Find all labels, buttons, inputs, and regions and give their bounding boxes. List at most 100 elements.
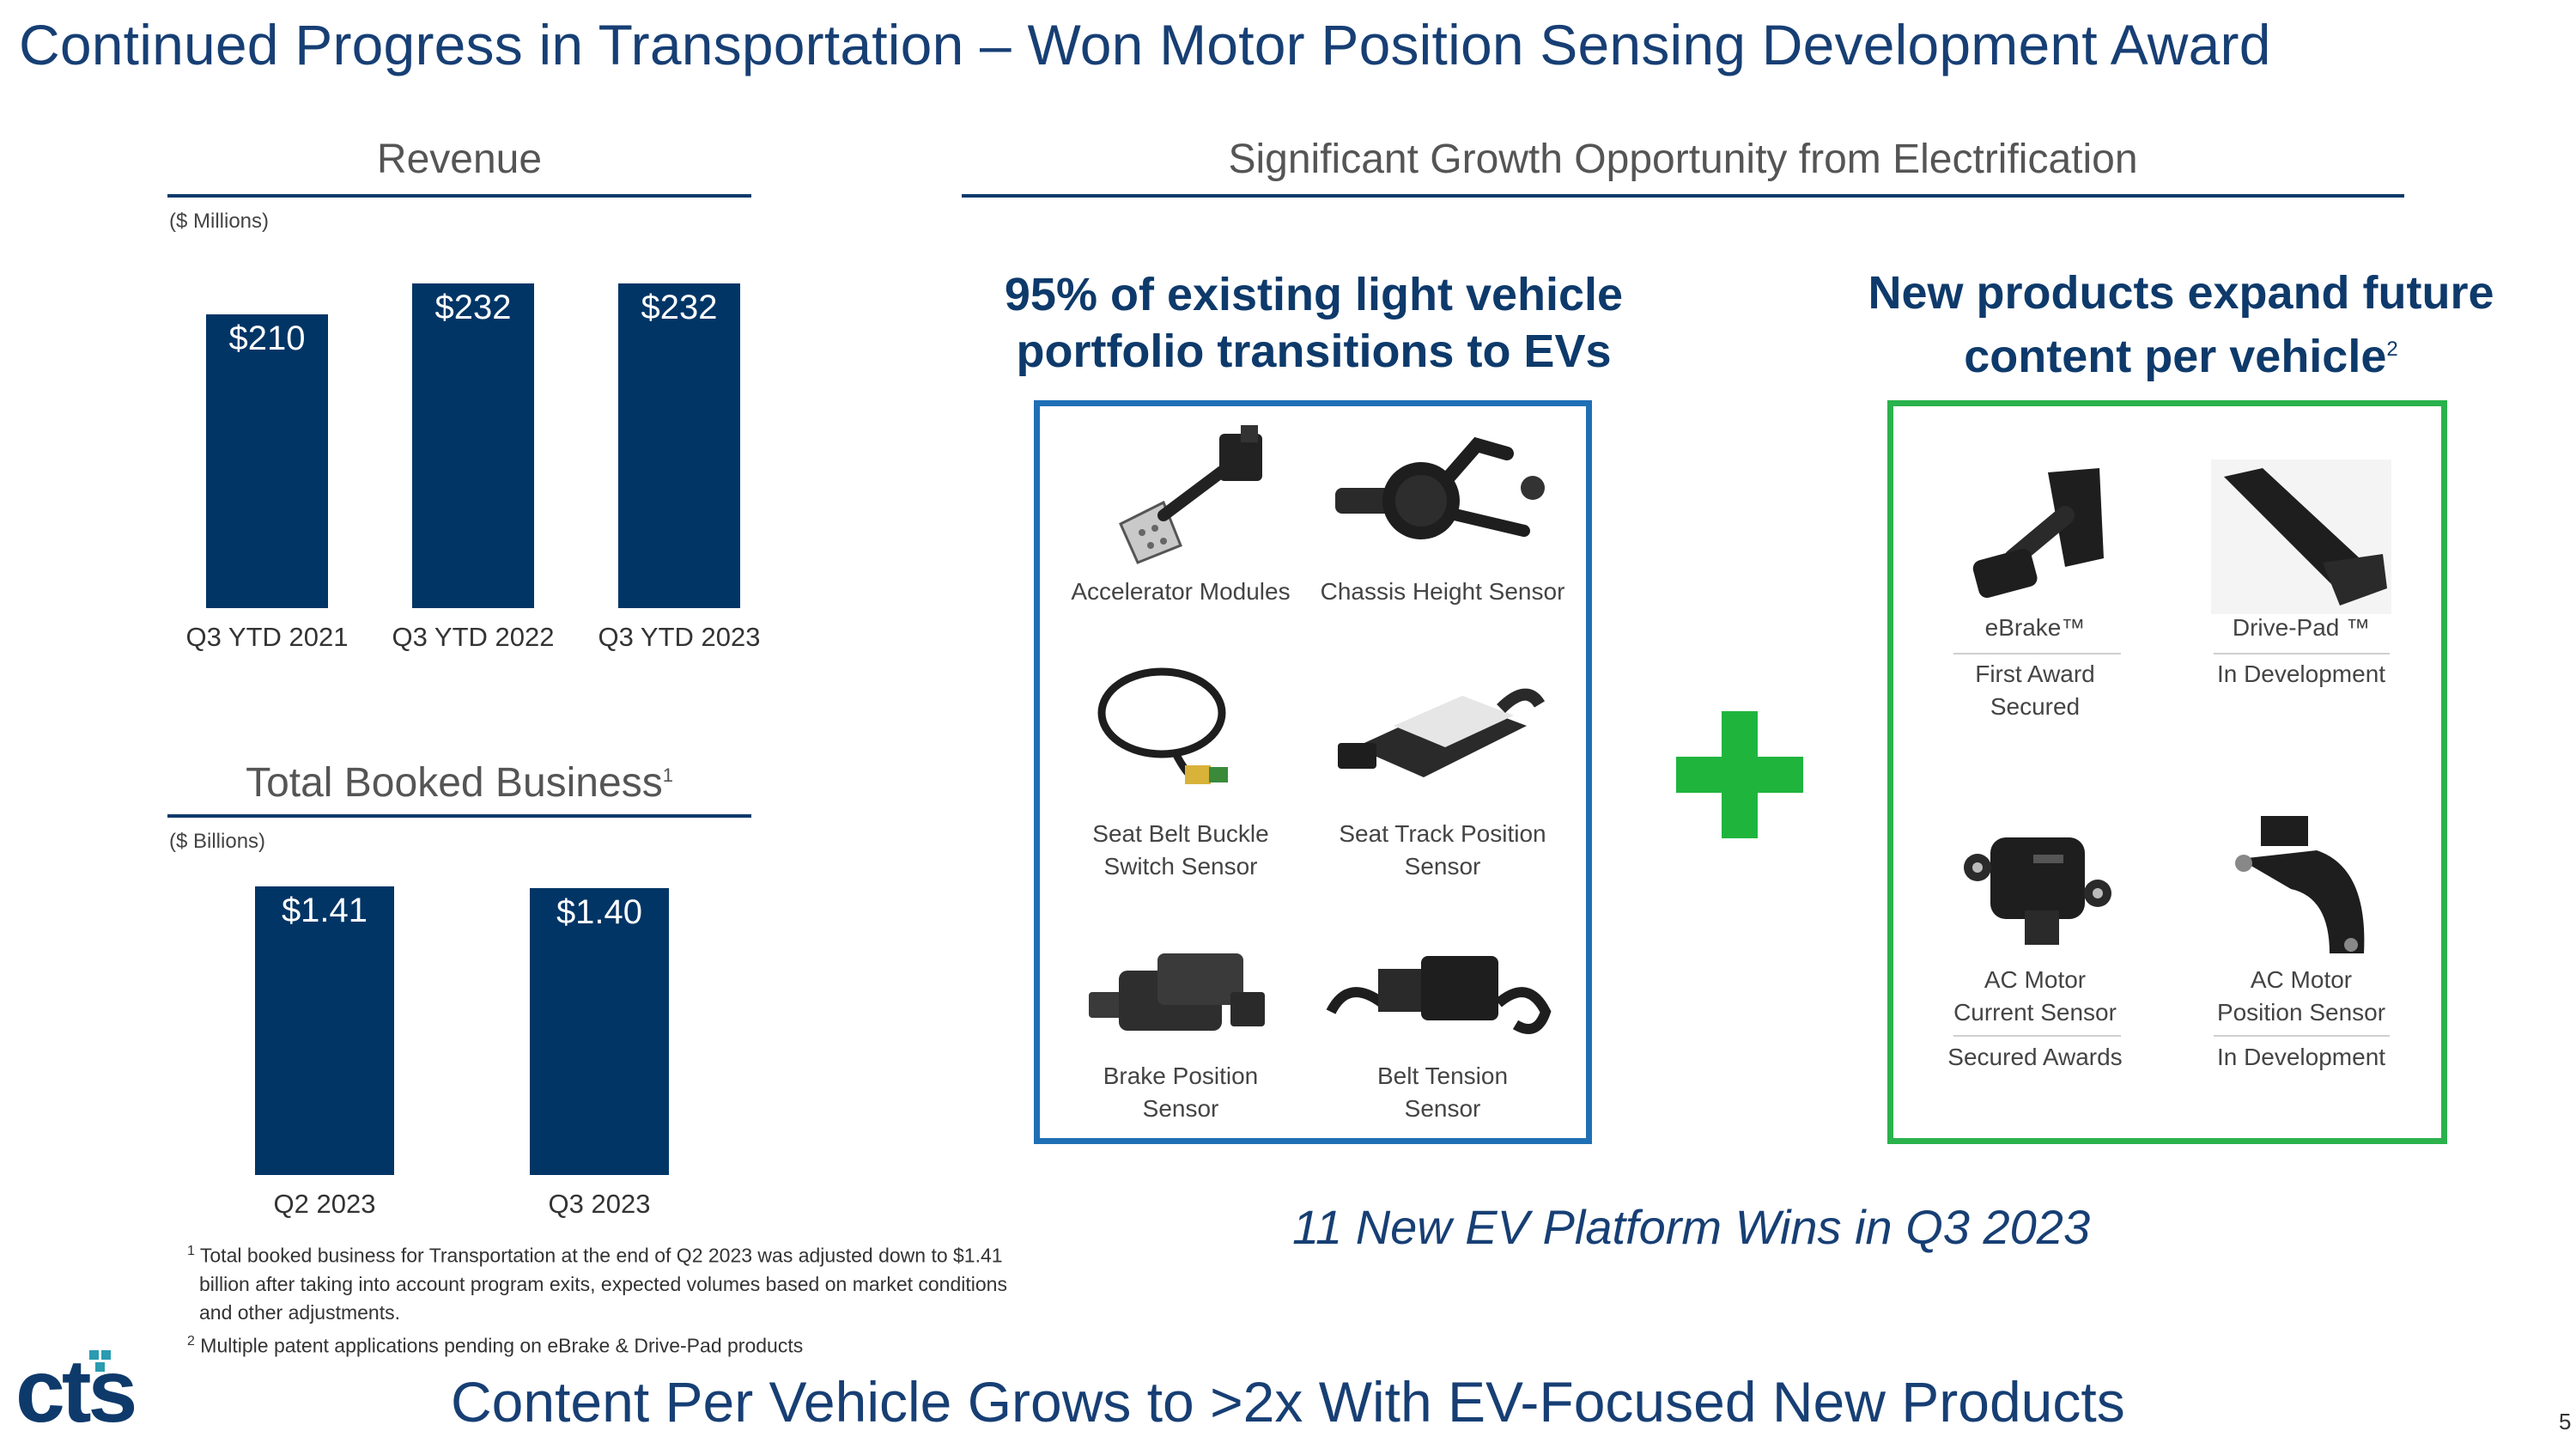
ebrake-icon (1972, 468, 2104, 599)
page-number: 5 (2559, 1409, 2572, 1434)
revenue-rule (167, 194, 751, 198)
new-product-name: AC Motor Position Sensor (2198, 964, 2404, 1029)
footnotes: 1 Total booked business for Transportati… (187, 1237, 1157, 1360)
seat-belt-buckle-sensor-icon (1097, 667, 1228, 784)
bar-q2-2023 (255, 886, 394, 1175)
new-heading-line2: content per vehicle2 (1803, 321, 2559, 385)
existing-product-line1: Chassis Height Sensor (1320, 578, 1565, 605)
accelerator-module-icon (1119, 425, 1262, 564)
new-product-divider (1953, 653, 2121, 654)
ac-motor-current-sensor-icon (1964, 837, 2111, 945)
new-heading-line2-text: content per vehicle (1964, 331, 2387, 382)
bottom-tagline: Content Per Vehicle Grows to >2x With EV… (451, 1370, 2125, 1434)
new-product-name2: Position Sensor (2216, 999, 2386, 1026)
existing-product-label: Accelerator Modules (1060, 575, 1301, 608)
category-label: Q3 YTD 2023 (598, 622, 761, 652)
new-product-divider (2214, 653, 2390, 654)
booked-rule (167, 814, 751, 818)
ac-motor-position-sensor-icon (2235, 816, 2365, 953)
new-product-status2: Secured (1990, 693, 2081, 720)
slide-title: Continued Progress in Transportation – W… (19, 13, 2271, 76)
footnote-2-mark: 2 (187, 1333, 195, 1349)
bar-value-label: $210 (228, 320, 306, 357)
category-label: Q3 YTD 2022 (392, 622, 555, 652)
new-product-status1: In Development (2216, 1044, 2386, 1070)
bar-q3-ytd-2021 (206, 314, 328, 608)
existing-product-line2: Switch Sensor (1103, 853, 1258, 880)
bar-q3-ytd-2022 (412, 283, 534, 608)
revenue-title: Revenue (376, 137, 543, 182)
existing-product-label: Belt Tension Sensor (1318, 1060, 1567, 1125)
new-product-name1: Drive-Pad ™ (2232, 614, 2371, 641)
new-product-name: Drive-Pad ™ (2198, 612, 2404, 644)
new-product-name: eBrake™ (1936, 612, 2134, 644)
existing-product-label: Seat Track Position Sensor (1318, 818, 1567, 883)
booked-title-text: Total Booked Business (246, 760, 663, 806)
new-product-status: In Development (2198, 658, 2404, 691)
brake-position-sensor-icon (1089, 953, 1265, 1031)
revenue-unit: ($ Millions) (169, 210, 270, 233)
existing-heading: 95% of existing light vehicle portfolio … (945, 266, 1683, 380)
existing-product-line1: Seat Belt Buckle (1092, 820, 1269, 847)
existing-product-label: Chassis Height Sensor (1318, 575, 1567, 608)
new-product-name1: AC Motor (2250, 966, 2353, 993)
cts-logo: cts (15, 1342, 137, 1441)
new-product-name1: AC Motor (1984, 966, 2087, 993)
existing-heading-line2: portfolio transitions to EVs (1016, 326, 1612, 377)
new-product-status: First Award Secured (1936, 658, 2134, 723)
booked-title-sup: 1 (662, 764, 673, 786)
new-product-divider (2214, 1035, 2390, 1037)
existing-product-line1: Seat Track Position (1339, 820, 1546, 847)
booked-unit: ($ Billions) (169, 830, 266, 853)
belt-tension-sensor-icon (1326, 956, 1552, 1034)
new-product-name: AC Motor Current Sensor (1936, 964, 2134, 1029)
new-heading: New products expand future content per v… (1803, 265, 2559, 385)
bar-value-label: $1.41 (281, 892, 368, 929)
logo-accent-icon (89, 1350, 111, 1372)
footnote-1-line1: Total booked business for Transportation… (199, 1244, 1003, 1267)
existing-product-line1: Accelerator Modules (1071, 578, 1291, 605)
revenue-chart: $210 Q3 YTD 2021 $232 Q3 YTD 2022 $232 Q3 YTD… (167, 258, 769, 670)
existing-product-line2: Sensor (1404, 1095, 1481, 1122)
existing-product-label: Brake Position Sensor (1060, 1060, 1301, 1125)
new-product-status1: First Award (1975, 661, 2095, 687)
footnote-1: 1 Total booked business for Transportati… (187, 1237, 1157, 1270)
ev-platform-wins: 11 New EV Platform Wins in Q3 2023 (1292, 1200, 2091, 1254)
bar-q3-ytd-2023 (618, 283, 740, 608)
new-heading-sup: 2 (2386, 338, 2398, 361)
existing-product-line2: Sensor (1404, 853, 1481, 880)
existing-products-box (1034, 400, 1592, 1144)
footnote-1-mark: 1 (187, 1244, 195, 1258)
bar-value-label: $232 (641, 289, 718, 326)
new-product-status: In Development (2198, 1041, 2404, 1074)
new-product-name2: Current Sensor (1953, 999, 2117, 1026)
booked-title: Total Booked Business1 (167, 759, 751, 807)
new-product-status: Secured Awards (1936, 1041, 2134, 1074)
new-product-status1: In Development (2216, 661, 2386, 687)
plus-icon (1676, 711, 1803, 838)
new-heading-line1: New products expand future (1868, 267, 2494, 319)
existing-product-line1: Brake Position (1103, 1062, 1259, 1089)
booked-chart: $1.41 Q2 2023 $1.40 Q3 2023 (167, 876, 769, 1228)
new-product-status1: Secured Awards (1947, 1044, 2123, 1070)
footnote-1-line2: billion after taking into account progra… (199, 1272, 1007, 1295)
footnote-1-line3: and other adjustments. (199, 1300, 400, 1324)
bar-value-label: $232 (434, 289, 512, 326)
category-label: Q3 YTD 2021 (185, 622, 349, 652)
new-product-name1: eBrake™ (1984, 614, 2086, 641)
category-label: Q2 2023 (273, 1189, 376, 1219)
growth-title: Significant Growth Opportunity from Elec… (1228, 137, 2138, 182)
existing-product-label: Seat Belt Buckle Switch Sensor (1060, 818, 1301, 883)
drive-pad-icon (2211, 460, 2391, 614)
new-products-box (1887, 400, 2447, 1144)
footnote-2: 2 Multiple patent applications pending o… (187, 1327, 1157, 1361)
existing-product-line2: Sensor (1142, 1095, 1219, 1122)
existing-product-line1: Belt Tension (1376, 1062, 1509, 1089)
new-product-divider (1953, 1035, 2121, 1037)
growth-rule (962, 194, 2404, 198)
existing-heading-line1: 95% of existing light vehicle (1004, 269, 1624, 320)
bar-q3-2023 (530, 888, 669, 1175)
bar-value-label: $1.40 (556, 893, 643, 931)
seat-track-position-sensor-icon (1338, 688, 1545, 777)
chassis-height-sensor-icon (1335, 436, 1545, 539)
